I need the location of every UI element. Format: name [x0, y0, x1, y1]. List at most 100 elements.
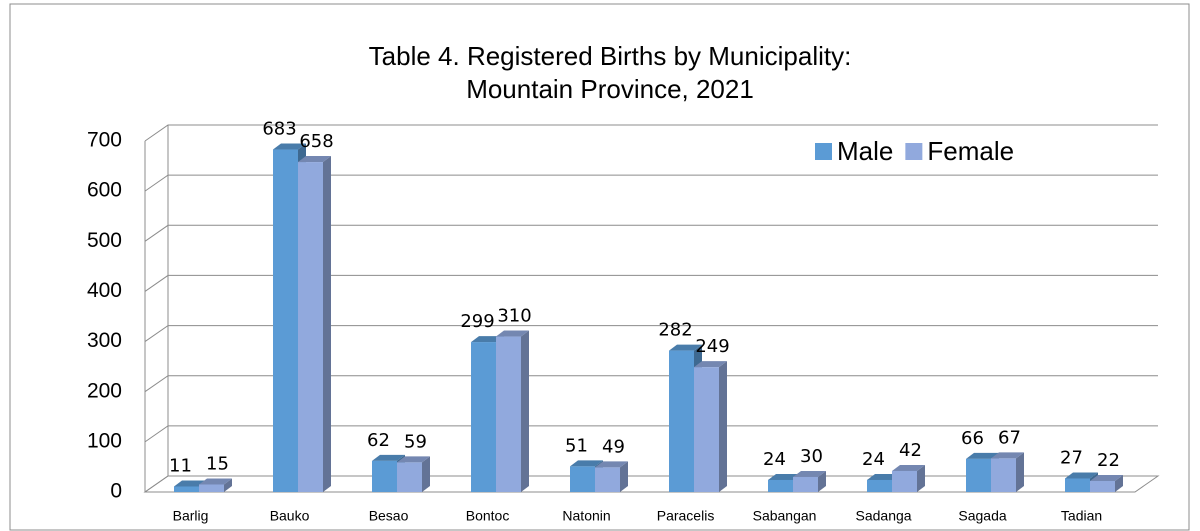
data-label: 282 — [658, 320, 692, 341]
data-label: 299 — [460, 311, 494, 332]
y-tick-label: 600 — [87, 179, 122, 202]
grid-line — [144, 124, 1158, 142]
bar — [174, 486, 199, 492]
x-tick-label: Besao — [369, 508, 409, 524]
grid-line — [144, 375, 1158, 393]
bar — [1065, 478, 1090, 492]
bar — [867, 479, 892, 492]
data-label: 11 — [169, 455, 192, 476]
bar-top — [397, 456, 430, 463]
bar-side — [917, 464, 925, 492]
bar — [669, 350, 694, 492]
y-tick-label: 700 — [87, 129, 122, 152]
bar-top — [570, 460, 603, 467]
data-label: 24 — [862, 449, 885, 470]
x-tick-label: Bontoc — [466, 508, 510, 524]
bar — [595, 467, 620, 492]
grid-line — [144, 325, 1158, 342]
bar-top — [372, 454, 405, 461]
bar — [991, 458, 1016, 492]
data-label: 22 — [1097, 450, 1120, 471]
data-label: 67 — [998, 427, 1021, 448]
chart-title: Table 4. Registered Births by Municipali… — [369, 41, 852, 71]
bar-top — [595, 461, 628, 468]
legend-label: Male — [837, 136, 893, 166]
bar — [397, 462, 422, 492]
bar — [372, 460, 397, 492]
bar — [966, 458, 991, 492]
y-tick-label: 100 — [87, 429, 122, 452]
grid-line — [144, 224, 1158, 242]
bar-side — [1016, 452, 1024, 492]
data-label: 51 — [565, 435, 588, 456]
data-label: 27 — [1060, 447, 1083, 468]
x-tick-label: Sagada — [958, 508, 1006, 524]
data-label: 42 — [899, 440, 922, 461]
bar-top — [298, 156, 331, 163]
bar-top — [199, 478, 232, 485]
y-tick-label: 300 — [87, 329, 122, 352]
bar-top — [174, 480, 207, 487]
legend-swatch — [905, 143, 923, 160]
grid-line — [144, 274, 1158, 292]
bar-top — [768, 473, 801, 480]
x-tick-label: Paracelis — [657, 508, 715, 524]
bar-top — [793, 470, 826, 477]
bar — [768, 479, 793, 492]
y-tick-label: 200 — [87, 379, 122, 402]
bar-top — [1065, 472, 1098, 479]
bar-top — [694, 361, 727, 368]
bar-side — [422, 456, 430, 492]
y-tick-label: 0 — [110, 480, 122, 503]
x-tick-label: Tadian — [1061, 508, 1102, 524]
bar-top — [991, 452, 1024, 459]
data-label: 15 — [206, 453, 229, 474]
data-label: 249 — [695, 336, 729, 357]
data-label: 683 — [262, 119, 296, 140]
bar — [892, 470, 917, 492]
bar-top — [496, 330, 529, 337]
grid-line — [144, 174, 1158, 192]
bar — [471, 342, 496, 492]
legend-label: Female — [927, 136, 1014, 166]
data-label: 66 — [961, 428, 984, 449]
bar — [570, 466, 595, 492]
x-tick-label: Sadanga — [856, 508, 912, 524]
data-label: 49 — [602, 436, 625, 457]
x-tick-label: Sabangan — [753, 508, 817, 524]
bar-side — [719, 361, 727, 492]
bar — [793, 476, 818, 492]
data-label: 59 — [404, 431, 427, 452]
data-label: 24 — [763, 449, 786, 470]
y-tick-label: 500 — [87, 229, 122, 252]
bar-top — [966, 452, 999, 459]
x-tick-label: Barlig — [173, 508, 209, 524]
bar — [1090, 480, 1115, 492]
bar-top — [892, 464, 925, 471]
bar-top — [867, 473, 900, 480]
bar — [496, 336, 521, 492]
bar-side — [323, 156, 331, 492]
bar-top — [1090, 474, 1123, 481]
bar-side — [521, 330, 529, 492]
data-label: 62 — [367, 430, 390, 451]
data-label: 30 — [800, 446, 823, 467]
x-tick-label: Natonin — [562, 508, 610, 524]
bar-side — [1115, 474, 1123, 492]
bar-side — [620, 461, 628, 492]
chart-title: Mountain Province, 2021 — [466, 74, 754, 104]
bar-top — [471, 336, 504, 343]
bar — [199, 484, 224, 492]
data-label: 310 — [497, 306, 531, 327]
bar-side — [224, 478, 232, 492]
legend-swatch — [815, 143, 832, 160]
data-label: 658 — [299, 131, 333, 152]
bar — [273, 149, 298, 492]
bar-top — [273, 143, 306, 150]
bar — [298, 162, 323, 492]
chart-border — [9, 3, 1190, 531]
bar-top — [669, 344, 702, 351]
grid-line — [144, 475, 1158, 493]
y-tick-label: 400 — [87, 279, 122, 302]
